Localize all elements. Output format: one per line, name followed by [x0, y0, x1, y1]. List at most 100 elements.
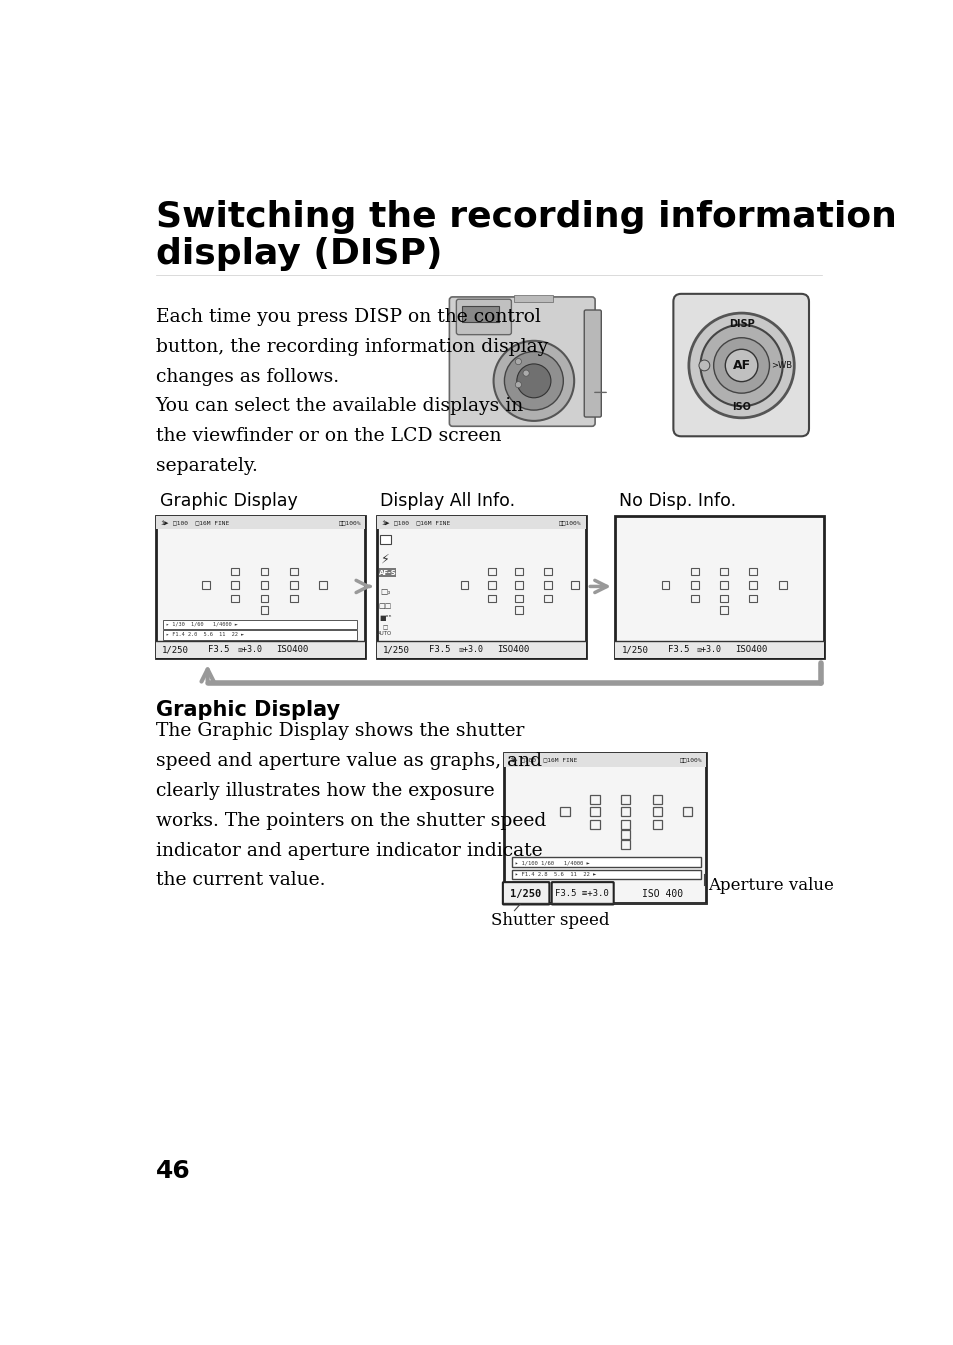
Bar: [682, 807, 692, 816]
Text: ISO: ISO: [731, 402, 750, 412]
Bar: [652, 819, 661, 829]
Bar: [749, 581, 757, 589]
Bar: [260, 607, 268, 613]
Text: □□: □□: [378, 603, 392, 609]
Text: ⚡: ⚡: [380, 553, 389, 566]
Bar: [544, 594, 552, 603]
Bar: [514, 296, 553, 301]
Bar: [690, 594, 698, 603]
Bar: [515, 607, 522, 613]
Text: 1/250: 1/250: [382, 646, 409, 654]
Bar: [231, 594, 239, 603]
Text: 1/250: 1/250: [162, 646, 189, 654]
Text: F3.5: F3.5: [208, 646, 230, 654]
Text: □
AUTO: □ AUTO: [377, 625, 393, 636]
Circle shape: [724, 350, 757, 382]
Text: F3.5: F3.5: [429, 646, 450, 654]
Bar: [231, 581, 239, 589]
Text: display (DISP): display (DISP): [155, 237, 441, 270]
Bar: [690, 581, 698, 589]
Bar: [620, 839, 629, 849]
Text: 46: 46: [155, 1158, 191, 1182]
Text: ▸ F1.4 2.0  5.6  11  22 ►: ▸ F1.4 2.0 5.6 11 22 ►: [166, 632, 244, 638]
Bar: [544, 568, 552, 576]
Bar: [590, 819, 599, 829]
Bar: [290, 568, 297, 576]
Text: DISP: DISP: [728, 319, 754, 330]
Bar: [515, 568, 522, 576]
Circle shape: [700, 324, 781, 406]
Circle shape: [504, 351, 562, 410]
Bar: [615, 515, 823, 658]
Bar: [155, 515, 365, 530]
FancyBboxPatch shape: [449, 297, 595, 426]
Text: ☒+3.0: ☒+3.0: [457, 646, 482, 654]
Bar: [376, 515, 585, 658]
FancyBboxPatch shape: [583, 309, 600, 417]
Bar: [720, 568, 727, 576]
Bar: [290, 581, 297, 589]
Bar: [487, 581, 495, 589]
FancyBboxPatch shape: [456, 299, 511, 335]
Bar: [260, 581, 268, 589]
Text: i▶: i▶: [160, 519, 169, 526]
FancyBboxPatch shape: [502, 882, 549, 904]
Bar: [720, 607, 727, 613]
Bar: [378, 568, 395, 577]
Bar: [515, 594, 522, 603]
Text: □100  □16M FINE: □100 □16M FINE: [521, 757, 578, 763]
Circle shape: [515, 359, 521, 364]
Bar: [590, 807, 599, 816]
Circle shape: [515, 382, 521, 387]
Text: Graphic Display: Graphic Display: [155, 701, 339, 721]
Bar: [487, 568, 495, 576]
Bar: [515, 581, 522, 589]
Text: >WB: >WB: [771, 360, 792, 370]
Text: ▸ F1.4 2.8  5.6  11  22 ►: ▸ F1.4 2.8 5.6 11 22 ►: [515, 872, 596, 877]
Bar: [163, 631, 356, 640]
Text: i▶: i▶: [381, 519, 389, 526]
Text: □ₚ: □ₚ: [379, 586, 390, 596]
FancyBboxPatch shape: [673, 293, 808, 436]
Text: Aperture value: Aperture value: [707, 877, 833, 893]
Circle shape: [688, 313, 794, 418]
Text: 1/250: 1/250: [510, 889, 541, 898]
Circle shape: [493, 340, 574, 421]
Bar: [260, 594, 268, 603]
Bar: [376, 642, 585, 658]
Bar: [504, 753, 705, 902]
Text: ISO 400: ISO 400: [641, 889, 682, 898]
Bar: [380, 535, 391, 545]
Text: Shutter speed: Shutter speed: [491, 912, 609, 929]
Text: ■ᵒⁿ: ■ᵒⁿ: [378, 615, 391, 621]
Text: AF: AF: [732, 359, 750, 373]
Text: AF-S: AF-S: [378, 570, 395, 577]
Text: ☒+3.0: ☒+3.0: [236, 646, 262, 654]
Text: ISO400: ISO400: [275, 646, 308, 654]
Bar: [155, 642, 365, 658]
Text: F3.5: F3.5: [667, 646, 689, 654]
Text: No Disp. Info.: No Disp. Info.: [618, 492, 736, 511]
Bar: [660, 581, 669, 589]
Bar: [720, 581, 727, 589]
Bar: [512, 858, 700, 868]
Bar: [260, 568, 268, 576]
Bar: [231, 568, 239, 576]
Circle shape: [713, 338, 769, 393]
Text: F3.5 ≡+3.0: F3.5 ≡+3.0: [555, 889, 608, 898]
Text: Switching the recording information: Switching the recording information: [155, 200, 896, 234]
Text: Display All Info.: Display All Info.: [380, 492, 515, 511]
Bar: [376, 515, 585, 530]
Bar: [652, 795, 661, 804]
Text: ISO400: ISO400: [735, 646, 767, 654]
Text: 1/250: 1/250: [620, 646, 648, 654]
Text: ▸ 1/30  1/60   1/4000 ►: ▸ 1/30 1/60 1/4000 ►: [166, 621, 237, 627]
Bar: [690, 568, 698, 576]
Bar: [559, 807, 569, 816]
Bar: [615, 642, 823, 658]
Text: Graphic Display: Graphic Display: [159, 492, 297, 511]
Bar: [460, 581, 468, 589]
Bar: [571, 581, 578, 589]
Bar: [319, 581, 327, 589]
Bar: [590, 795, 599, 804]
